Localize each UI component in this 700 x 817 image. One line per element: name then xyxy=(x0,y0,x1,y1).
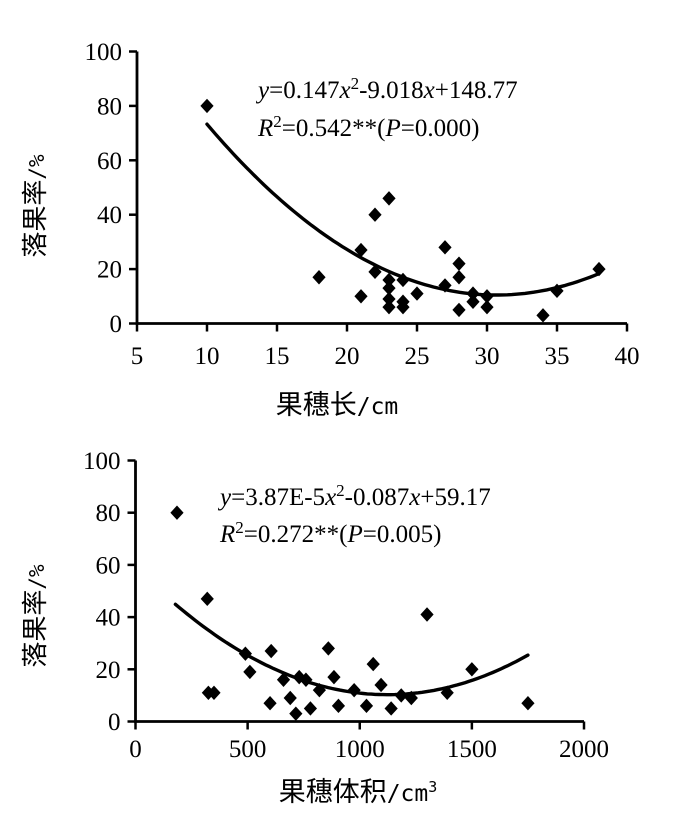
data-point xyxy=(452,302,466,318)
y-tick-label: 40 xyxy=(96,605,121,632)
data-point xyxy=(382,280,396,296)
data-point xyxy=(466,294,480,309)
data-point xyxy=(452,270,466,285)
data-point xyxy=(592,261,606,277)
data-point xyxy=(321,641,335,656)
data-point xyxy=(354,289,368,304)
x-axis-title: 果穗长/cm xyxy=(276,390,399,420)
x-tick-label: 30 xyxy=(475,343,500,370)
data-point xyxy=(264,643,278,659)
data-point xyxy=(327,669,341,685)
y-tick-label: 20 xyxy=(96,657,121,684)
data-point xyxy=(452,256,466,271)
y-tick-label: 100 xyxy=(85,39,123,66)
data-point xyxy=(283,690,297,706)
x-tick-label: 5 xyxy=(131,343,144,370)
data-point xyxy=(263,696,277,711)
y-axis-title: 落果率/% xyxy=(21,564,50,668)
data-points xyxy=(170,505,535,721)
data-point xyxy=(438,240,452,255)
data-point xyxy=(521,696,535,711)
data-point xyxy=(368,264,382,280)
data-point xyxy=(366,656,380,672)
x-tick-label: 10 xyxy=(195,343,220,370)
data-point xyxy=(312,270,326,285)
data-point xyxy=(312,682,326,698)
y-tick-label: 20 xyxy=(97,257,122,284)
y-tick-label: 80 xyxy=(96,500,121,527)
y-tick-label: 0 xyxy=(108,709,121,736)
y-tick-label: 100 xyxy=(83,448,121,475)
data-point xyxy=(243,664,257,680)
data-point xyxy=(550,283,564,299)
data-point xyxy=(207,685,221,700)
r-squared-annotation: R2=0.272**(P=0.005) xyxy=(219,518,441,548)
data-point xyxy=(299,672,313,687)
y-axis-title: 落果率/% xyxy=(21,154,50,258)
data-point xyxy=(394,688,408,703)
x-tick-label: 1000 xyxy=(335,736,385,763)
r-squared-annotation: R2=0.542**(P=0.000) xyxy=(257,112,479,142)
x-tick-label: 40 xyxy=(615,343,640,370)
data-point xyxy=(276,672,291,687)
data-point xyxy=(410,286,424,301)
y-tick-label: 60 xyxy=(96,552,121,579)
data-point xyxy=(384,701,398,716)
data-point xyxy=(289,706,303,721)
x-tick-label: 2000 xyxy=(559,736,609,763)
data-point xyxy=(440,685,454,700)
data-point xyxy=(404,690,418,706)
x-tick-label: 20 xyxy=(335,343,360,370)
data-point xyxy=(438,278,452,293)
data-point xyxy=(382,299,396,315)
x-tick-label: 25 xyxy=(405,343,430,370)
data-point xyxy=(170,505,184,520)
y-tick-label: 60 xyxy=(97,148,122,175)
data-point xyxy=(536,308,550,323)
x-tick-label: 0 xyxy=(129,736,142,763)
x-tick-label: 500 xyxy=(229,736,267,763)
data-point xyxy=(382,291,396,307)
data-point xyxy=(480,289,494,304)
y-tick-label: 40 xyxy=(97,202,122,229)
data-points xyxy=(200,98,606,323)
data-point xyxy=(368,207,382,222)
data-point xyxy=(354,242,368,258)
trend-curve xyxy=(205,122,601,297)
data-point xyxy=(200,591,214,607)
data-point xyxy=(374,677,388,693)
data-point xyxy=(331,698,346,714)
equation-annotation: y=3.87E-5x2-0.087x+59.17 xyxy=(217,481,491,511)
x-tick-label: 1500 xyxy=(447,736,497,763)
y-tick-label: 0 xyxy=(110,311,123,338)
x-tick-label: 15 xyxy=(265,343,290,370)
data-point xyxy=(382,191,396,206)
x-axis-title: 果穗体积/cm3 xyxy=(279,777,438,807)
data-point xyxy=(466,286,480,301)
data-point xyxy=(359,698,374,714)
y-tick-label: 80 xyxy=(97,93,122,120)
data-point xyxy=(420,607,434,622)
data-point xyxy=(303,701,318,716)
data-point xyxy=(238,646,252,661)
data-point xyxy=(382,272,396,288)
trend-curve xyxy=(173,602,530,697)
data-point xyxy=(396,299,410,315)
data-point xyxy=(480,299,494,315)
equation-annotation: y=0.147x2-9.018x+148.77 xyxy=(255,74,518,104)
data-point xyxy=(200,98,214,114)
data-point xyxy=(347,682,361,698)
data-point xyxy=(396,272,410,288)
data-point xyxy=(465,662,479,677)
chart-1: 0 20 40 60 80 100 5 10 15 20 25 30 35 40 y=0.147x2-9.0… xyxy=(21,39,640,420)
x-tick-label: 35 xyxy=(545,343,570,370)
